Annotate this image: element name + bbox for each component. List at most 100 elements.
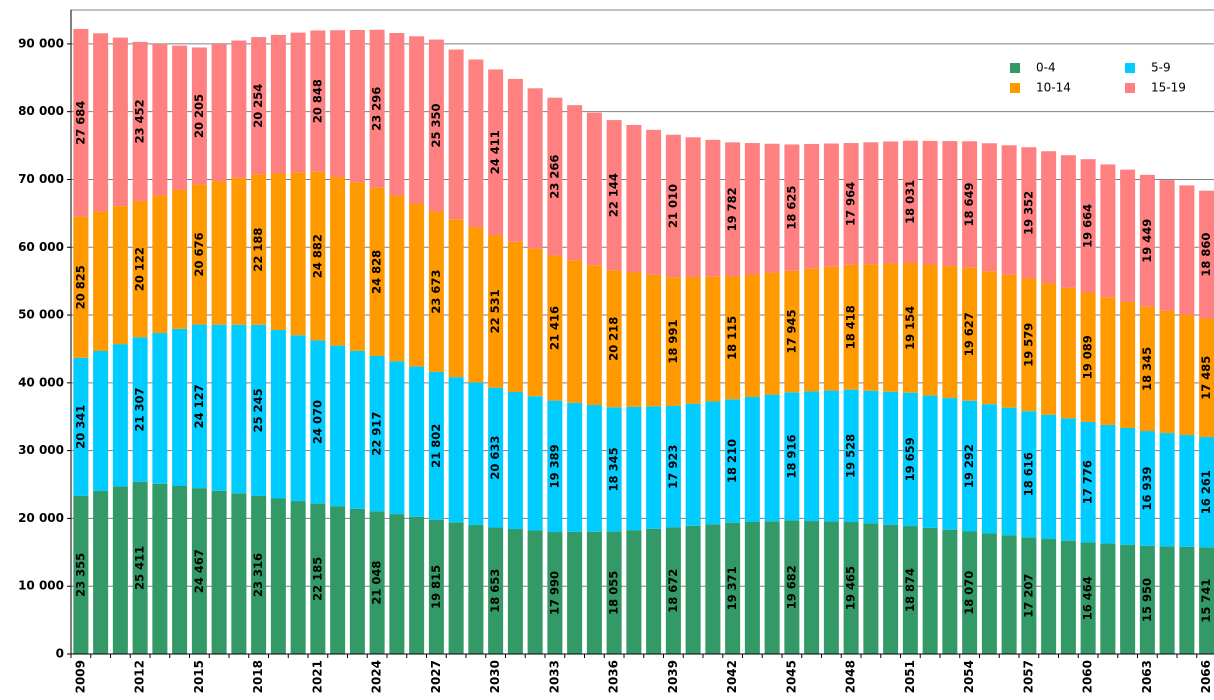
bar-segment (132, 481, 148, 654)
value-label: 18 874 (903, 568, 917, 612)
bar-segment (863, 142, 879, 265)
bar-segment (1001, 145, 1017, 275)
bar-segment (665, 405, 681, 528)
bar-segment (685, 276, 701, 404)
bar-segment (112, 37, 128, 207)
legend-swatch (1125, 63, 1135, 73)
bar-segment (567, 531, 583, 654)
bar-segment (547, 400, 563, 533)
bar-segment (132, 200, 148, 338)
x-tick-label: 2057 (1021, 660, 1035, 693)
bar-segment (73, 216, 89, 358)
bar-segment (942, 398, 958, 530)
value-label: 18 672 (666, 569, 680, 613)
bar-segment (251, 495, 267, 654)
value-label: 23 452 (133, 99, 147, 143)
bar-segment (1120, 427, 1136, 545)
bar-segment (172, 189, 188, 329)
x-tick-label: 2024 (370, 660, 384, 693)
bar-segment (725, 399, 741, 523)
bar-segment (310, 171, 326, 341)
bar-segment (448, 522, 464, 654)
x-tick-label: 2027 (429, 660, 443, 693)
bar-segment (270, 173, 286, 331)
bar-segment (902, 262, 918, 393)
bar-segment (1179, 185, 1195, 315)
bar-segment (883, 524, 899, 654)
bar-segment (112, 206, 128, 345)
bar-segment (172, 486, 188, 654)
bar-segment (902, 140, 918, 263)
bar-segment (1060, 287, 1076, 419)
bar-segment (1159, 180, 1175, 311)
value-label: 18 625 (784, 186, 798, 230)
bar-segment (191, 47, 207, 185)
bar-segment (942, 529, 958, 654)
bar-segment (606, 270, 622, 408)
bar-segment (843, 389, 859, 523)
x-tick-label: 2030 (488, 660, 502, 693)
value-label: 19 089 (1081, 335, 1095, 379)
bar-segment (1100, 543, 1116, 654)
bar-segment (112, 344, 128, 487)
bar-segment (93, 350, 109, 492)
bar-segment (448, 219, 464, 378)
bar-segment (369, 355, 385, 512)
value-label: 17 990 (547, 571, 561, 615)
value-label: 23 355 (73, 553, 87, 597)
value-label: 15 741 (1199, 579, 1213, 623)
value-label: 17 207 (1021, 574, 1035, 618)
bar-segment (626, 406, 642, 531)
bar-segment (211, 44, 227, 182)
value-label: 19 449 (1140, 219, 1154, 263)
value-label: 18 115 (725, 316, 739, 360)
bar-segment (547, 532, 563, 654)
value-label: 18 055 (607, 571, 621, 615)
bar-segment (646, 528, 662, 654)
y-tick-label: 80 000 (18, 104, 64, 118)
x-tick-label: 2039 (666, 660, 680, 693)
legend-label: 15-19 (1151, 81, 1186, 95)
value-label: 16 939 (1140, 466, 1154, 510)
x-tick-label: 2012 (133, 660, 147, 693)
bar-segment (527, 530, 543, 654)
bar-segment (1100, 297, 1116, 425)
bar-segment (606, 407, 622, 532)
bar-segment (488, 234, 504, 388)
bar-segment (586, 405, 602, 532)
value-label: 27 684 (73, 101, 87, 145)
bar-segment (764, 521, 780, 654)
value-label: 22 531 (488, 289, 502, 333)
bar-segment (1080, 542, 1096, 654)
bar-segment (488, 527, 504, 654)
bar-segment (507, 391, 523, 530)
value-label: 24 467 (192, 549, 206, 593)
bar-segment (705, 401, 721, 525)
bar-segment (567, 402, 583, 532)
bar-segment (448, 377, 464, 523)
bar-segment (330, 30, 346, 178)
value-label: 20 825 (73, 265, 87, 309)
bar-segment (902, 526, 918, 654)
bar-segment (270, 498, 286, 654)
x-tick-label: 2021 (310, 660, 324, 693)
legend: 0-4 5-9 10-14 15-19 (995, 54, 1195, 100)
bar-segment (468, 227, 484, 383)
bar-segment (883, 391, 899, 525)
value-label: 24 828 (370, 250, 384, 294)
bar-segment (1001, 274, 1017, 408)
x-tick-label: 2042 (725, 660, 739, 693)
bar-segment (823, 390, 839, 522)
bar-segment (922, 527, 938, 654)
bar-segment (606, 120, 622, 271)
bar-segment (310, 340, 326, 504)
bar-segment (784, 520, 800, 654)
value-label: 22 144 (607, 173, 621, 217)
bar-segment (685, 137, 701, 277)
value-label: 20 122 (133, 247, 147, 291)
value-label: 19 292 (962, 444, 976, 488)
value-label: 21 416 (547, 306, 561, 350)
bar-segment (1159, 546, 1175, 654)
value-label: 18 616 (1021, 452, 1035, 496)
value-label: 19 664 (1081, 204, 1095, 248)
